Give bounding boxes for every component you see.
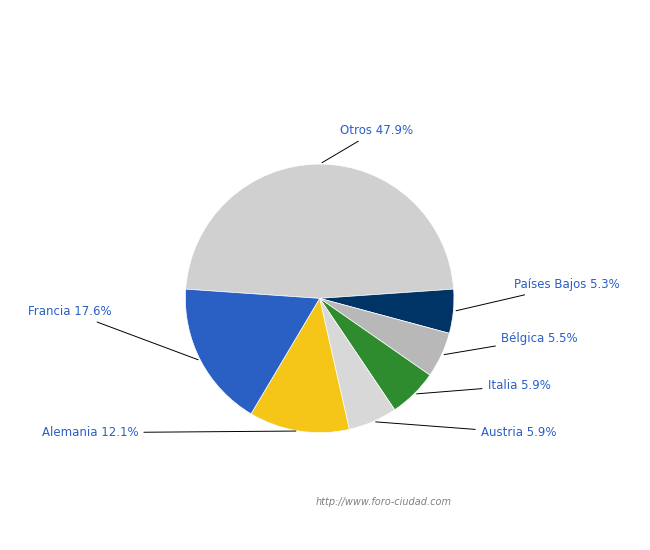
Wedge shape	[251, 298, 349, 433]
Text: Pallejà - Turistas extranjeros según país - Abril de 2024: Pallejà - Turistas extranjeros según paí…	[115, 15, 535, 31]
Text: http://www.foro-ciudad.com: http://www.foro-ciudad.com	[315, 497, 451, 507]
Text: Otros 47.9%: Otros 47.9%	[322, 124, 413, 163]
Wedge shape	[320, 298, 430, 410]
Wedge shape	[320, 289, 454, 333]
Text: Italia 5.9%: Italia 5.9%	[417, 379, 551, 394]
Text: Países Bajos 5.3%: Países Bajos 5.3%	[456, 278, 620, 311]
Wedge shape	[186, 164, 454, 298]
Wedge shape	[185, 289, 320, 414]
Text: Bélgica 5.5%: Bélgica 5.5%	[444, 332, 578, 355]
Text: Alemania 12.1%: Alemania 12.1%	[42, 426, 296, 439]
Wedge shape	[320, 298, 449, 375]
Text: Austria 5.9%: Austria 5.9%	[376, 422, 556, 439]
Wedge shape	[320, 298, 395, 430]
Text: Francia 17.6%: Francia 17.6%	[28, 305, 198, 360]
